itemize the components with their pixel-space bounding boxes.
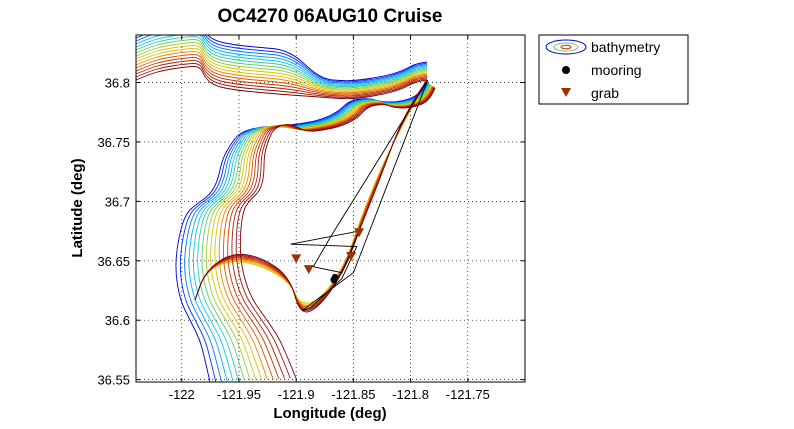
contour-line-south bbox=[239, 87, 436, 379]
x-axis: -122 -121.95 -121.9 -121.85 -121.8 -121.75 bbox=[169, 35, 490, 402]
legend-label-grab: grab bbox=[591, 85, 619, 101]
contour-line-south bbox=[210, 85, 432, 381]
x-tick-label: -122 bbox=[169, 387, 195, 402]
contour-line-north bbox=[136, 54, 428, 95]
y-tick-label: 36.65 bbox=[97, 254, 130, 269]
contour-line-canyon bbox=[194, 79, 428, 313]
contour-line-south bbox=[218, 85, 433, 380]
legend-label-bathymetry: bathymetry bbox=[591, 39, 660, 55]
legend-mooring-marker bbox=[562, 66, 570, 74]
y-tick-label: 36.6 bbox=[105, 313, 130, 328]
contour-line-south bbox=[222, 86, 434, 380]
contour-line-south bbox=[184, 82, 429, 382]
contour-line-south bbox=[188, 82, 430, 382]
contour-line-north bbox=[136, 36, 428, 88]
markers-layer bbox=[291, 228, 365, 284]
y-tick-label: 36.75 bbox=[97, 135, 130, 150]
contour-line-south bbox=[231, 87, 435, 379]
legend-bathymetry-swatch bbox=[545, 39, 587, 55]
contour-line-north bbox=[136, 35, 428, 84]
y-tick-label: 36.8 bbox=[105, 76, 130, 91]
x-tick-label: -121.9 bbox=[278, 387, 315, 402]
x-tick-label: -121.75 bbox=[446, 387, 490, 402]
chart-title: OC4270 06AUG10 Cruise bbox=[218, 6, 443, 27]
y-tick-label: 36.7 bbox=[105, 194, 130, 209]
contour-line-north bbox=[136, 45, 428, 91]
contour-line-north bbox=[136, 35, 428, 83]
contour-line-south bbox=[227, 86, 434, 379]
ship-track-layer bbox=[290, 79, 429, 312]
contour-line-south bbox=[235, 87, 435, 379]
x-axis-label: Longitude (deg) bbox=[273, 405, 386, 422]
grab-point bbox=[346, 252, 357, 262]
x-tick-label: -121.85 bbox=[331, 387, 375, 402]
contour-line-south bbox=[175, 81, 428, 382]
legend-grab-marker bbox=[561, 88, 571, 97]
ship-track bbox=[290, 79, 429, 312]
contour-line-north bbox=[136, 48, 428, 92]
contour-line-north bbox=[136, 35, 428, 86]
legend-label-mooring: mooring bbox=[591, 62, 642, 78]
contour-line-north bbox=[136, 35, 428, 82]
contour-line-north bbox=[136, 66, 428, 100]
mooring-point bbox=[331, 273, 339, 281]
plot-frame bbox=[135, 34, 526, 383]
contour-line-south bbox=[197, 83, 431, 381]
grab-point bbox=[354, 228, 365, 238]
y-axis-label: Latitude (deg) bbox=[69, 158, 86, 257]
x-tick-label: -121.95 bbox=[217, 387, 261, 402]
contour-line-north bbox=[136, 51, 428, 94]
bathymetry-contours bbox=[136, 35, 436, 382]
grab-point bbox=[291, 254, 302, 264]
contour-line-north bbox=[136, 39, 428, 89]
contour-line-south bbox=[201, 84, 431, 381]
contour-line-north bbox=[136, 42, 428, 90]
legend: bathymetry mooring grab bbox=[538, 34, 689, 105]
x-tick-label: -121.8 bbox=[392, 387, 429, 402]
contour-line-south bbox=[214, 85, 433, 380]
contour-line-south bbox=[192, 83, 430, 382]
grab-point bbox=[303, 265, 314, 275]
contour-line-north bbox=[136, 63, 428, 98]
contour-line-north bbox=[136, 60, 428, 97]
contour-line-north bbox=[136, 35, 428, 85]
contour-line-north bbox=[136, 57, 428, 96]
contour-line-south bbox=[179, 82, 428, 382]
y-axis: 36.55 36.6 36.65 36.7 36.75 36.8 bbox=[97, 76, 525, 388]
y-tick-label: 36.55 bbox=[97, 373, 130, 388]
contour-line-south bbox=[205, 84, 432, 381]
